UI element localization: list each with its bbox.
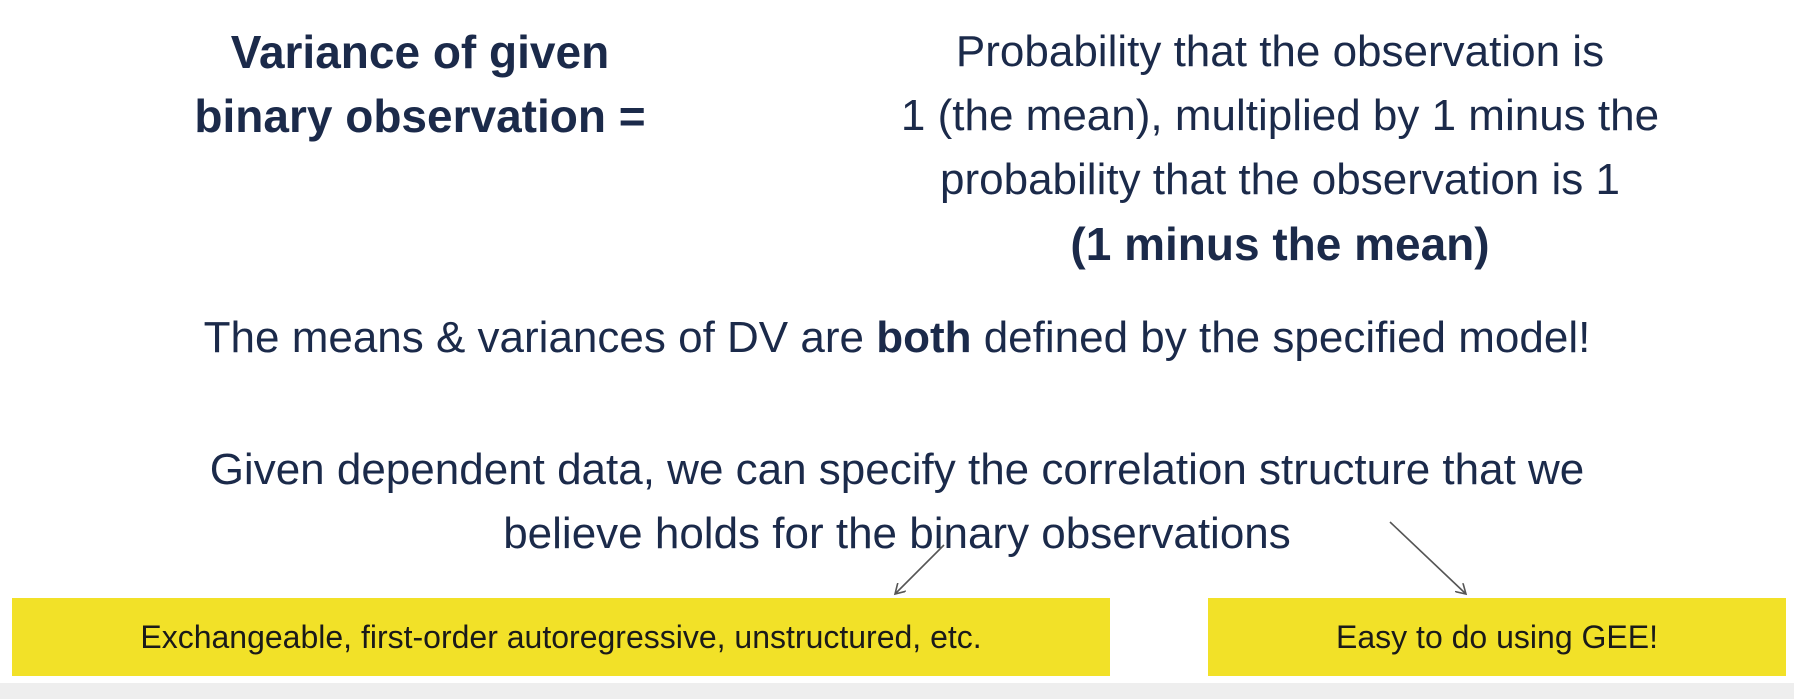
bottom-strip bbox=[0, 683, 1794, 699]
definition-line-1: Probability that the observation is bbox=[955, 27, 1605, 76]
correlation-structures-text: Exchangeable, first-order autoregressive… bbox=[140, 618, 982, 655]
dependent-line-1: Given dependent data, we can specify the… bbox=[209, 445, 1585, 494]
statement-after: defined by the specified model! bbox=[971, 313, 1591, 362]
variance-term-line-2: binary observation = bbox=[194, 90, 646, 142]
definition-line-2: 1 (the mean), multiplied by 1 minus the bbox=[900, 91, 1660, 140]
definition-line-4: (1 minus the mean) bbox=[1070, 218, 1490, 270]
dependent-data-statement: Given dependent data, we can specify the… bbox=[0, 438, 1794, 566]
variance-term-line-1: Variance of given bbox=[230, 26, 610, 78]
statement-before: The means & variances of DV are bbox=[203, 313, 877, 362]
variance-term: Variance of given binary observation = bbox=[100, 20, 740, 148]
variance-definition: Probability that the observation is 1 (t… bbox=[790, 20, 1770, 276]
gee-text: Easy to do using GEE! bbox=[1336, 618, 1658, 655]
definition-line-3: probability that the observation is 1 bbox=[940, 155, 1620, 204]
correlation-structures-callout: Exchangeable, first-order autoregressive… bbox=[12, 598, 1110, 676]
statement-emphasis: both bbox=[876, 313, 972, 362]
model-statement: The means & variances of DV are both def… bbox=[0, 306, 1794, 370]
gee-callout: Easy to do using GEE! bbox=[1208, 598, 1786, 676]
dependent-line-2: believe holds for the binary observation… bbox=[503, 509, 1291, 558]
